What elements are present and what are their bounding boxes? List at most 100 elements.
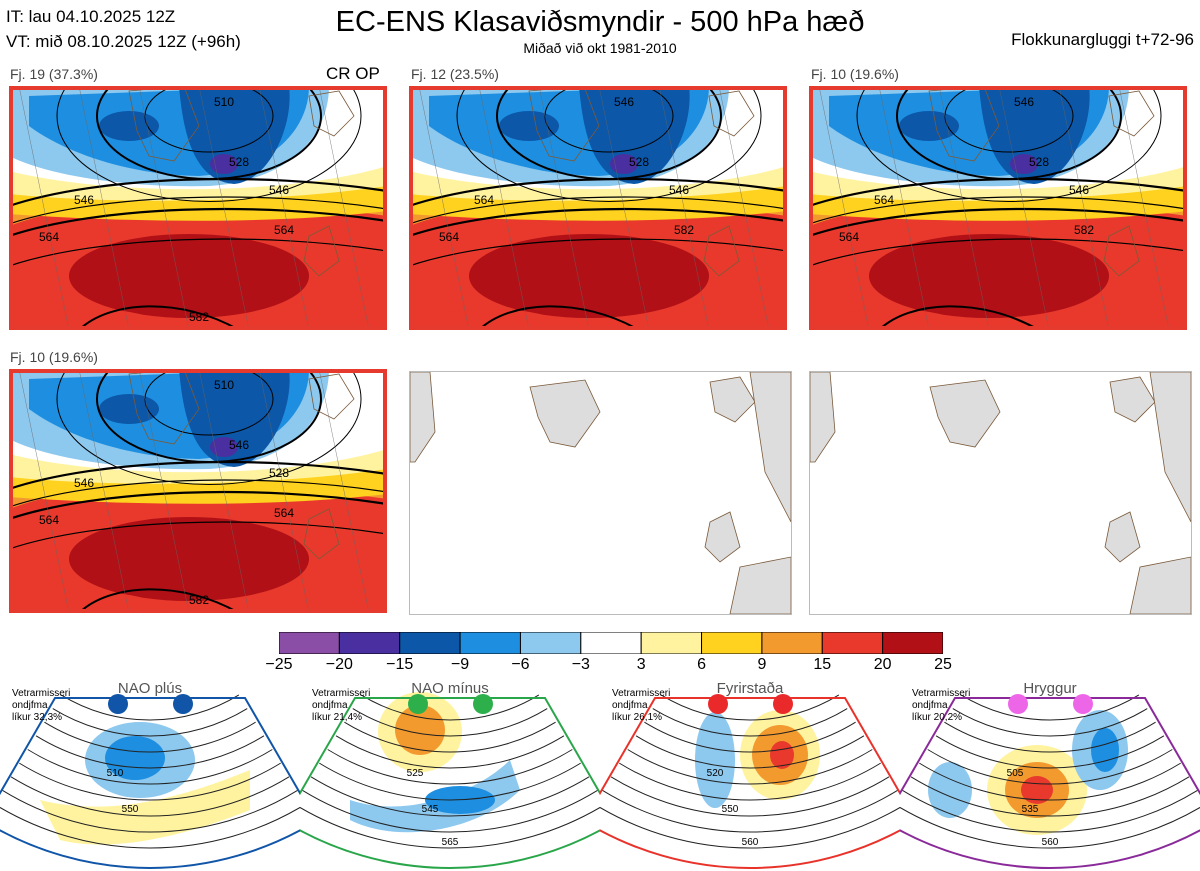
cluster-map-4: 510 546 528 546 564 564 582 [9, 369, 387, 613]
regime-contour [327, 749, 573, 785]
regime-2-season: Vetrarmisseri [312, 688, 371, 699]
contour-label: 582 [189, 593, 209, 607]
regime-contour [927, 749, 1173, 785]
coastline [308, 90, 355, 137]
graticule-line [1118, 86, 1170, 330]
height-contour [9, 490, 387, 521]
colorbar-label: 3 [636, 656, 646, 673]
cluster-map-1-svg: 510 528 546 546 564 564 582 [9, 86, 387, 330]
graticule-line [658, 86, 710, 330]
regime-contour [935, 735, 1165, 769]
regime-1-svg: 510 550 [0, 694, 300, 870]
colorbar-label: −9 [450, 656, 470, 673]
height-contour-low [856, 86, 1162, 202]
anomaly-cold-dark [179, 369, 290, 467]
regime-dot-left [408, 694, 428, 714]
regime-frame [300, 697, 600, 870]
contour-label: 582 [674, 223, 694, 237]
regime-contour-label: 560 [742, 837, 759, 848]
regime-3-season: Vetrarmisseri [612, 688, 671, 699]
colorbar-swatch [580, 631, 642, 655]
cluster-frame [809, 86, 1187, 330]
regime-contour [960, 694, 1140, 721]
cluster-map-3-svg: 546 528 546 564 564 582 [809, 86, 1187, 330]
colorbar-label: −15 [386, 656, 414, 673]
colorbar-swatch [278, 631, 340, 655]
colorbar-swatch [761, 631, 823, 655]
graticule-line [18, 369, 70, 613]
regime-1-prob: líkur 32,3% [12, 712, 63, 723]
colorbar [278, 631, 944, 659]
contour-label: 546 [269, 183, 289, 197]
regime-contour [27, 749, 273, 785]
regime-contour [335, 735, 565, 769]
header-times: IT: lau 04.10.2025 12Z VT: mið 08.10.202… [6, 4, 241, 54]
coastline [308, 373, 355, 420]
page-subtitle: Miðað við okt 1981-2010 [523, 40, 677, 56]
anomaly-cold-dark-west [499, 111, 559, 141]
regime-dot-left [1008, 694, 1028, 714]
anomaly-warm-core [69, 234, 309, 318]
anomaly-warm-core [869, 234, 1109, 318]
anomaly-cold-dark-west [99, 394, 159, 424]
regime-3-svg: 520 550 560 [600, 694, 900, 870]
regime-contour [635, 735, 865, 769]
regime-contour [900, 806, 1200, 849]
regime-contour [0, 806, 300, 849]
regime-1-meta: Vetrarmisseri ondjfma líkur 32,3% [12, 688, 70, 724]
height-contour-low [496, 86, 722, 180]
contour-label: 546 [614, 95, 634, 109]
regime-3-title: Fyrirstaða [716, 680, 784, 697]
height-contour [9, 177, 387, 208]
regime-contour [300, 806, 600, 849]
graticule-line [318, 369, 370, 613]
colorbar-swatch [338, 631, 401, 655]
cluster-frame [409, 86, 787, 330]
height-contour [809, 177, 1187, 208]
regime-contour-label: 560 [1042, 837, 1059, 848]
regime-contour [652, 708, 848, 737]
panel-3-label: Fj. 10 (19.6%) [811, 66, 899, 82]
regime-contour [310, 776, 590, 817]
coastline [303, 225, 340, 277]
regime-contour [302, 789, 598, 833]
graticule-line [18, 86, 70, 330]
graticule-line [78, 369, 130, 613]
regime-fan-group: 525 545 565 [300, 692, 600, 870]
regime-fan-group: 505 535 560 [900, 694, 1200, 870]
height-contour-low [56, 369, 362, 485]
regime-contour [52, 708, 248, 737]
page-title: EC-ENS Klasaviðsmyndir - 500 hPa hæð [335, 6, 865, 38]
height-contour [9, 479, 387, 508]
coastline [128, 86, 200, 162]
regime-contour [360, 694, 540, 721]
colorbar-swatch [821, 631, 884, 655]
regime-contour [344, 721, 556, 753]
contour-label: 546 [74, 193, 94, 207]
regime-2-title: NAO mínus [411, 680, 489, 697]
regime-fan-group: 510 550 [0, 694, 300, 870]
anomaly-cold-core [210, 437, 238, 457]
height-contour-low [96, 369, 322, 463]
contour-label: 564 [274, 223, 294, 237]
height-contour [409, 207, 787, 238]
regime-2-months: ondjfma [312, 700, 348, 711]
coastline [703, 225, 740, 277]
contour-label: 528 [269, 466, 289, 480]
regime-contour [44, 721, 256, 753]
regime-contour [600, 806, 900, 849]
regime-dot-right [173, 694, 193, 714]
colorbar-swatch [640, 631, 703, 655]
regime-fan-group: 520 550 560 [600, 694, 900, 870]
regime-nao-plus: 510 550 NAO plús Vetrarmisseri ondjfma lí… [0, 680, 300, 870]
contour-label: 564 [39, 230, 59, 244]
height-contour [809, 207, 1187, 238]
regime-3-meta: Vetrarmisseri ondjfma líkur 26,1% [612, 688, 670, 724]
regime-ridge: 505 535 560 Hryggur Vetrarmisseri ondjfma … [900, 680, 1200, 870]
regime-1-months: ondjfma [12, 700, 48, 711]
anomaly-cold-dark [979, 86, 1090, 184]
graticule-line [138, 369, 190, 613]
contour-label: 546 [229, 438, 249, 452]
regime-contour [610, 776, 890, 817]
classification-window: Flokkunargluggi t+72-96 [1011, 30, 1194, 49]
